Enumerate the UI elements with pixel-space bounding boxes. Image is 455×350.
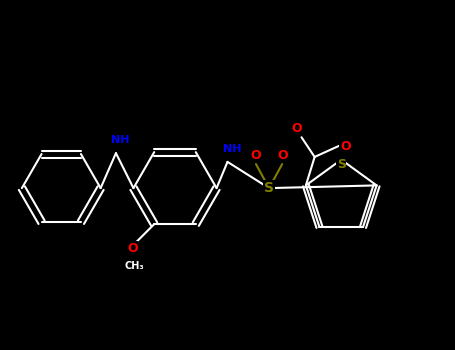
Text: NH: NH [111, 135, 130, 145]
Text: S: S [337, 158, 346, 170]
Text: O: O [127, 242, 138, 255]
Text: S: S [264, 181, 274, 195]
Text: CH₃: CH₃ [125, 261, 144, 271]
Text: O: O [292, 122, 303, 135]
Text: O: O [277, 149, 288, 162]
Text: O: O [340, 140, 350, 153]
Text: NH: NH [222, 144, 241, 154]
Text: O: O [251, 149, 261, 162]
